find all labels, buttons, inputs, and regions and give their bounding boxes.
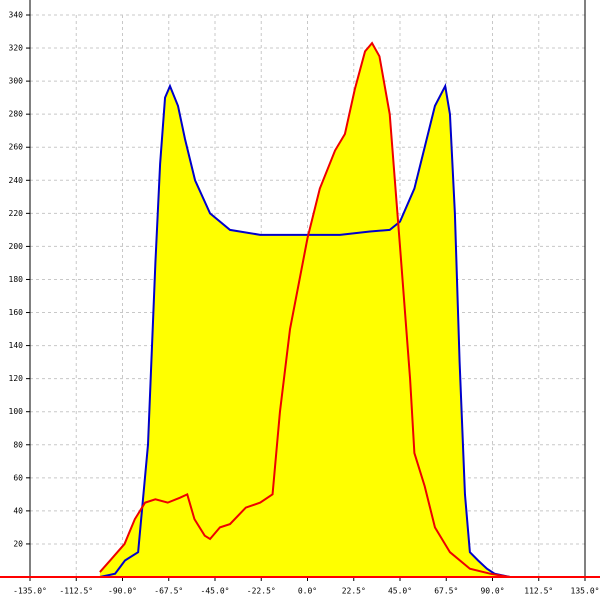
area-fill: [99, 43, 510, 578]
y-tick-label: 80: [13, 440, 23, 449]
y-tick-label: 140: [9, 341, 24, 350]
y-tick-label: 220: [9, 209, 24, 218]
x-tick-label: 0.0°: [298, 587, 317, 596]
y-tick-label: 300: [9, 77, 24, 86]
y-tick-label: 160: [9, 308, 24, 317]
x-tick-label: -90.0°: [108, 587, 137, 596]
x-tick-label: -67.5°: [154, 587, 183, 596]
y-tick-label: 240: [9, 176, 24, 185]
y-tick-label: 180: [9, 275, 24, 284]
x-tick-label: -22.5°: [247, 587, 276, 596]
x-tick-label: -45.0°: [201, 587, 230, 596]
x-tick-label: 45.0°: [388, 587, 412, 596]
y-tick-label: 340: [9, 11, 24, 20]
x-tick-label: 67.5°: [434, 587, 458, 596]
y-tick-label: 260: [9, 143, 24, 152]
x-tick-label: 22.5°: [342, 587, 366, 596]
y-tick-label: 320: [9, 44, 24, 53]
y-tick-label: 120: [9, 374, 24, 383]
x-tick-label: -112.5°: [59, 587, 93, 596]
series-line: [99, 82, 511, 578]
x-tick-label: 90.0°: [480, 587, 504, 596]
y-tick-label: 40: [13, 506, 23, 515]
y-tick-label: 60: [13, 473, 23, 482]
y-tick-label: 100: [9, 407, 24, 416]
x-tick-label: -135.0°: [13, 587, 47, 596]
series-line: [99, 41, 511, 578]
y-tick-label: 280: [9, 110, 24, 119]
y-tick-label: 20: [13, 539, 23, 548]
x-tick-label: 135.0°: [571, 587, 600, 596]
x-tick-label: 112.5°: [524, 587, 553, 596]
y-tick-label: 200: [9, 242, 24, 251]
